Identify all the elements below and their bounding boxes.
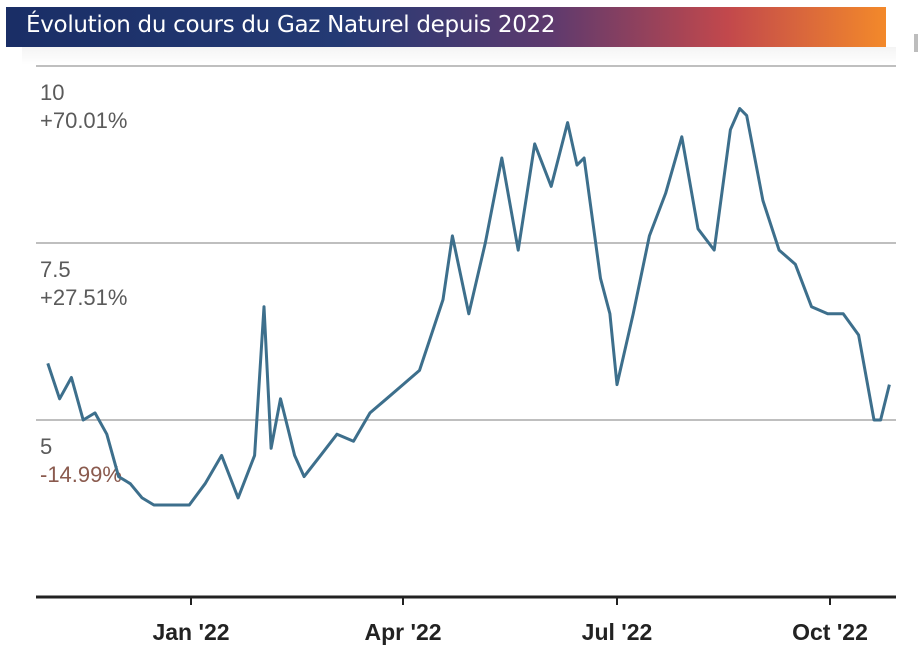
y-tick-pct-0: +70.01% <box>40 108 127 133</box>
chart-title: Évolution du cours du Gaz Naturel depuis… <box>26 12 556 38</box>
x-tick-label-3: Oct '22 <box>792 619 868 645</box>
grid-layer <box>36 65 896 421</box>
y-tick-pct-1: +27.51% <box>40 285 127 310</box>
y-axis-labels: 10 +70.01% 7.5 +27.51% 5 -14.99% <box>40 80 127 487</box>
x-tick-label-0: Jan '22 <box>152 619 229 645</box>
x-tick-label-1: Apr '22 <box>364 619 441 645</box>
chart-panel-top <box>22 47 896 65</box>
y-tick-pct-2: -14.99% <box>40 462 122 487</box>
title-banner: Évolution du cours du Gaz Naturel depuis… <box>6 7 886 47</box>
y-tick-label-1: 7.5 <box>40 257 71 282</box>
frame-edge <box>914 34 918 52</box>
x-tick-label-2: Jul '22 <box>582 619 653 645</box>
y-tick-label-2: 5 <box>40 434 52 459</box>
x-axis-ticks: Jan '22 Apr '22 Jul '22 Oct '22 <box>152 597 868 645</box>
y-tick-label-0: 10 <box>40 80 64 105</box>
series-line <box>46 107 891 507</box>
